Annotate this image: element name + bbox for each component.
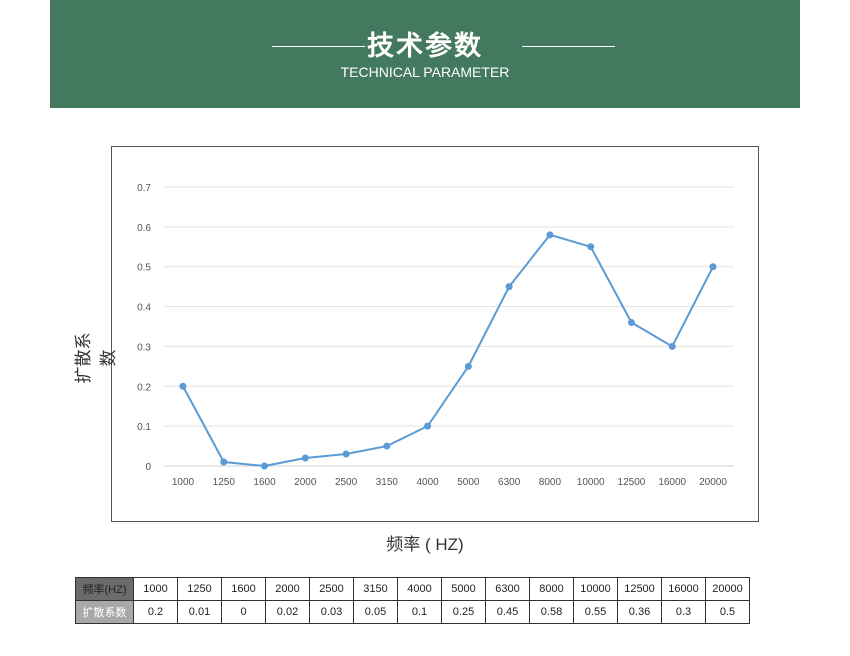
coefficient-cell: 0 (221, 600, 266, 624)
divider-left (272, 46, 365, 47)
x-tick-label: 12500 (618, 477, 646, 488)
y-tick-label: 0.5 (137, 263, 151, 274)
data-point (383, 442, 391, 450)
x-tick-label: 2000 (294, 477, 317, 488)
y-tick-label: 0.6 (137, 223, 151, 234)
coefficient-cell: 0.03 (309, 600, 354, 624)
frequency-cell: 10000 (573, 577, 618, 601)
coefficient-cell: 0.01 (177, 600, 222, 624)
row-header-frequency: 频率(HZ) (75, 577, 134, 601)
parameter-table: 频率(HZ) 1000 1250 1600 2000 2500 3150 4000 5000 63… (75, 577, 750, 624)
x-tick-label: 20000 (699, 477, 727, 488)
frequency-cell: 4000 (397, 577, 442, 601)
data-point (587, 243, 595, 251)
data-point (627, 319, 635, 327)
coefficient-cell: 0.05 (353, 600, 398, 624)
frequency-row: 频率(HZ) 1000 1250 1600 2000 2500 3150 4000 5000 63… (75, 577, 750, 601)
frequency-cell: 12500 (617, 577, 662, 601)
data-point (261, 462, 269, 470)
data-point (505, 283, 513, 291)
data-point (546, 231, 554, 239)
frequency-cell: 2000 (265, 577, 310, 601)
y-tick-label: 0.7 (137, 183, 151, 194)
coefficient-cell: 0.5 (705, 600, 750, 624)
x-tick-label: 6300 (498, 477, 521, 488)
coefficient-cell: 0.3 (661, 600, 706, 624)
frequency-cell: 5000 (441, 577, 486, 601)
coefficient-cell: 0.02 (265, 600, 310, 624)
x-tick-label: 4000 (416, 477, 439, 488)
row-header-coefficient: 扩散系数 (75, 600, 134, 624)
y-tick-label: 0.4 (137, 303, 151, 314)
coefficient-cell: 0.58 (529, 600, 574, 624)
frequency-cell: 1600 (221, 577, 266, 601)
data-point (424, 422, 432, 430)
data-point (220, 458, 228, 466)
frequency-cell: 1000 (133, 577, 178, 601)
frequency-cell: 1250 (177, 577, 222, 601)
x-axis-label: 频率 ( HZ) (386, 535, 464, 554)
coefficient-cell: 0.36 (617, 600, 662, 624)
page-title: 技术参数 (367, 31, 483, 62)
page-subtitle: TECHNICAL PARAMETER (340, 64, 510, 80)
x-tick-label: 1600 (253, 477, 276, 488)
y-tick-label: 0.2 (137, 382, 151, 393)
coefficient-cell: 0.45 (485, 600, 530, 624)
coefficient-cell: 0.1 (397, 600, 442, 624)
frequency-cell: 20000 (705, 577, 750, 601)
data-point (179, 382, 187, 390)
x-tick-label: 3150 (376, 477, 399, 488)
y-tick-label: 0 (145, 462, 151, 473)
header-banner: 技术参数 TECHNICAL PARAMETER (50, 0, 800, 108)
coefficient-cell: 0.25 (441, 600, 486, 624)
series-line (182, 233, 714, 468)
x-tick-label: 2500 (335, 477, 358, 488)
coefficient-cell: 0.55 (573, 600, 618, 624)
data-point (464, 362, 472, 370)
x-tick-label: 5000 (457, 477, 480, 488)
x-tick-label: 1250 (213, 477, 236, 488)
coefficient-row: 扩散系数 0.2 0.01 0 0.02 0.03 0.05 0.1 0.25 0.45 0.58 0… (75, 600, 750, 624)
x-tick-label: 16000 (658, 477, 686, 488)
chart-frame: 0 0.1 0.2 0.3 0.4 0.5 0.6 0.7 1000 1250 1600 2000 25… (111, 146, 759, 522)
coefficient-cell: 0.2 (133, 600, 178, 624)
frequency-cell: 16000 (661, 577, 706, 601)
data-point (709, 263, 717, 271)
frequency-cell: 8000 (529, 577, 574, 601)
frequency-cell: 6300 (485, 577, 530, 601)
divider-right (522, 46, 615, 47)
y-tick-label: 0.1 (137, 422, 151, 433)
frequency-cell: 3150 (353, 577, 398, 601)
frequency-cell: 2500 (309, 577, 354, 601)
data-point (301, 454, 309, 462)
data-point (342, 450, 350, 458)
x-tick-label: 1000 (172, 477, 195, 488)
x-tick-label: 8000 (539, 477, 562, 488)
data-point (668, 342, 676, 350)
line-chart: 0 0.1 0.2 0.3 0.4 0.5 0.6 0.7 1000 1250 1600 2000 25… (137, 183, 734, 488)
y-axis-label: 扩散系数 (74, 332, 118, 384)
x-tick-label: 10000 (577, 477, 605, 488)
y-tick-label: 0.3 (137, 342, 151, 353)
